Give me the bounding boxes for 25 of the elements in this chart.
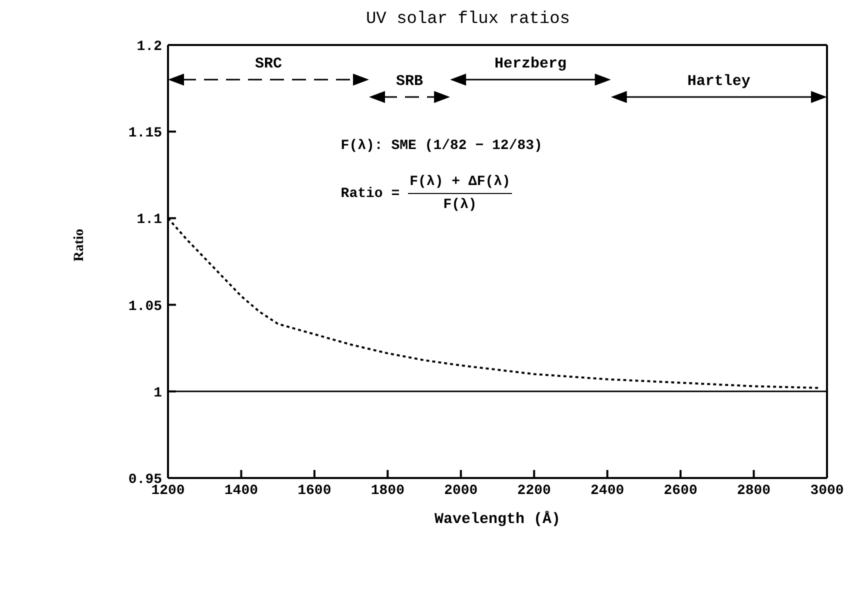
x-tick-label: 1400 [224, 482, 258, 499]
chart-title: UV solar flux ratios [364, 10, 572, 29]
x-tick-label: 2400 [590, 482, 624, 499]
y-tick-label: 1.1 [136, 212, 162, 228]
x-tick-label: 2000 [444, 482, 478, 499]
x-tick-label: 3000 [810, 482, 844, 499]
y-tick-label: 1 [154, 385, 162, 402]
y-axis-title: Ratio [72, 228, 87, 262]
x-tick-label: 2600 [664, 482, 698, 499]
annotation: SRC [254, 56, 282, 73]
x-axis-title: Wavelength (Å) [434, 510, 561, 528]
annotation: Hartley [687, 72, 750, 90]
x-tick-label: 1800 [370, 482, 404, 499]
annotation: SRB [396, 72, 424, 90]
x-tick-label: 1600 [298, 482, 332, 499]
x-tick-label: 2800 [736, 482, 771, 499]
y-tick-label: 1.15 [128, 126, 162, 142]
annotation: Ratio = [340, 186, 400, 202]
annotation: F(λ) + ΔF(λ) [408, 174, 512, 194]
y-tick-label: 1.05 [128, 298, 162, 315]
annotation: F(λ): SME (1/82 − 12/83) [340, 138, 542, 154]
annotation: F(λ) [443, 196, 477, 213]
annotation: Herzberg [494, 56, 566, 73]
y-tick-label: 1.2 [136, 38, 162, 55]
x-tick-label: 2200 [517, 482, 551, 499]
